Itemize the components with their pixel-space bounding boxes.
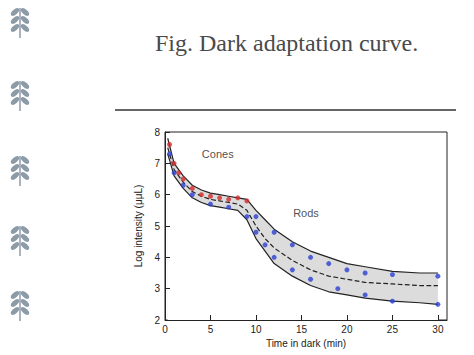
svg-text:Fig. Dark adaptation curve.: Fig. Dark adaptation curve. [155,30,418,56]
svg-text:Log intensity (μμL): Log intensity (μμL) [133,185,144,268]
svg-text:15: 15 [296,324,308,335]
svg-text:3: 3 [154,283,160,294]
svg-text:2: 2 [154,315,160,326]
svg-text:Cones: Cones [202,148,234,160]
svg-text:10: 10 [250,324,262,335]
svg-text:5: 5 [154,221,160,232]
svg-text:30: 30 [432,324,444,335]
svg-text:Time in dark (min): Time in dark (min) [266,338,346,349]
svg-text:6: 6 [154,189,160,200]
svg-text:25: 25 [387,324,399,335]
svg-text:Rods: Rods [293,207,319,219]
svg-text:5: 5 [208,324,214,335]
svg-text:20: 20 [341,324,353,335]
svg-text:4: 4 [154,252,160,263]
svg-text:8: 8 [154,127,160,138]
svg-text:7: 7 [154,158,160,169]
svg-text:0: 0 [162,324,168,335]
